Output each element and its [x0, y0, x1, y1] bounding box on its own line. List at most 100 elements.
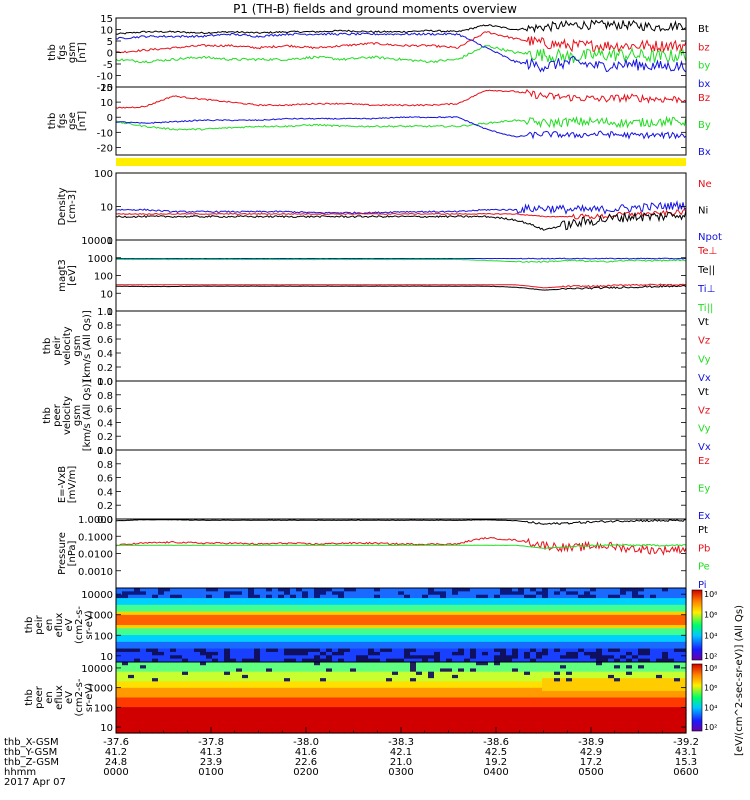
spectrogram-cell [152, 671, 159, 676]
spectrogram-cell [416, 651, 423, 656]
spectrogram-cell [674, 621, 681, 626]
spectrogram-cell [374, 665, 381, 670]
spectrogram-cell [662, 645, 669, 650]
spectrogram-cell [368, 687, 375, 692]
spectrogram-cell [542, 707, 549, 712]
spectrogram-cell [446, 628, 453, 633]
spectrogram-cell [440, 665, 447, 670]
spectrogram-cell [314, 658, 321, 663]
spectrogram-cell [434, 681, 441, 686]
spectrogram-cell [638, 726, 645, 731]
spectrogram-cell [560, 697, 567, 702]
spectrogram-cell [608, 671, 615, 676]
spectrogram-cell [596, 662, 603, 666]
spectrogram-cell [338, 618, 345, 623]
spectrogram-cell [416, 645, 423, 650]
spectrogram-cell [590, 641, 597, 646]
spectrogram-cell [146, 598, 153, 603]
spectrogram-cell [392, 697, 399, 702]
x-row-value: 41.2 [105, 747, 127, 758]
spectrogram-cell [452, 591, 459, 596]
spectrogram-cell [494, 720, 501, 724]
spectrogram-cell [248, 621, 255, 626]
spectrogram-cell [320, 697, 327, 702]
spectrogram-cell [212, 707, 219, 712]
spectrogram-cell [362, 598, 369, 603]
spectrogram-cell [584, 720, 591, 724]
spectrogram-cell [314, 614, 321, 619]
spectrogram-cell [356, 684, 363, 689]
spectrogram-cell [350, 707, 357, 712]
spectrogram-cell [572, 697, 579, 702]
panel-frame [115, 17, 687, 88]
spectrogram-cell [122, 648, 129, 653]
spectrogram-cell [566, 588, 573, 592]
spectrogram-cell [344, 684, 351, 689]
spectrogram-cell [176, 703, 183, 708]
spectrogram-cell [302, 611, 309, 616]
spectrogram-cell [620, 681, 627, 686]
spectrogram-cell [500, 726, 507, 731]
spectrogram-cell [320, 700, 327, 705]
spectrogram-cell [164, 678, 171, 682]
spectrogram-cell [170, 726, 177, 731]
spectrogram-cell [362, 628, 369, 633]
spectrogram-cell [362, 723, 369, 728]
y-axis-label-line: Pressure [57, 532, 68, 575]
spectrogram-cell [332, 694, 339, 699]
spectrogram-cell [488, 645, 495, 650]
spectrogram-cell [350, 684, 357, 689]
spectrogram-cell [554, 729, 561, 734]
spectrogram-cell [338, 614, 345, 619]
spectrogram-cell [188, 621, 195, 626]
spectrogram-cell [134, 588, 141, 592]
spectrogram-cell [458, 625, 465, 629]
spectrogram-cell [524, 625, 531, 629]
spectrogram-cell [248, 591, 255, 596]
spectrogram-cell [464, 601, 471, 606]
spectrogram-cell [248, 614, 255, 619]
spectrogram-cell [290, 707, 297, 712]
spectrogram-cell [410, 681, 417, 686]
spectrogram-cell [410, 703, 417, 708]
spectrogram-cell [626, 674, 633, 679]
spectrogram-cell [632, 674, 639, 679]
spectrogram-cell [644, 684, 651, 689]
spectrogram-cell [428, 651, 435, 656]
spectrogram-cell [350, 678, 357, 682]
spectrogram-cell [296, 594, 303, 599]
spectrogram-cell [566, 729, 573, 734]
spectrogram-cell [164, 729, 171, 734]
spectrogram-cell [134, 674, 141, 679]
spectrogram-cell [476, 707, 483, 712]
spectrogram-cell [176, 601, 183, 606]
spectrogram-cell [662, 635, 669, 640]
spectrogram-cell [374, 691, 381, 695]
spectrogram-cell [398, 591, 405, 596]
spectrogram-cell [188, 655, 195, 660]
spectrogram-cell [128, 681, 135, 686]
spectrogram-cell [224, 611, 231, 616]
spectrogram-cell [602, 614, 609, 619]
spectrogram-cell [536, 691, 543, 695]
spectrogram-cell [404, 641, 411, 646]
spectrogram-cell [482, 687, 489, 692]
spectrogram-cell [524, 594, 531, 599]
spectrogram-cell [284, 645, 291, 650]
spectrogram-cell [590, 645, 597, 650]
spectrogram-cell [368, 674, 375, 679]
spectrogram-cell [620, 729, 627, 734]
spectrogram-cell [512, 625, 519, 629]
spectrogram-cell [518, 691, 525, 695]
spectrogram-cell [560, 691, 567, 695]
spectrogram-cell [290, 723, 297, 728]
spectrogram-cell [380, 611, 387, 616]
spectrogram-cell [422, 628, 429, 633]
spectrogram-cell [260, 635, 267, 640]
spectrogram-cell [518, 631, 525, 636]
spectrogram-cell [308, 700, 315, 705]
spectrogram-cell [566, 671, 573, 676]
spectrogram-cell [158, 645, 165, 650]
spectrogram-cell [662, 713, 669, 718]
